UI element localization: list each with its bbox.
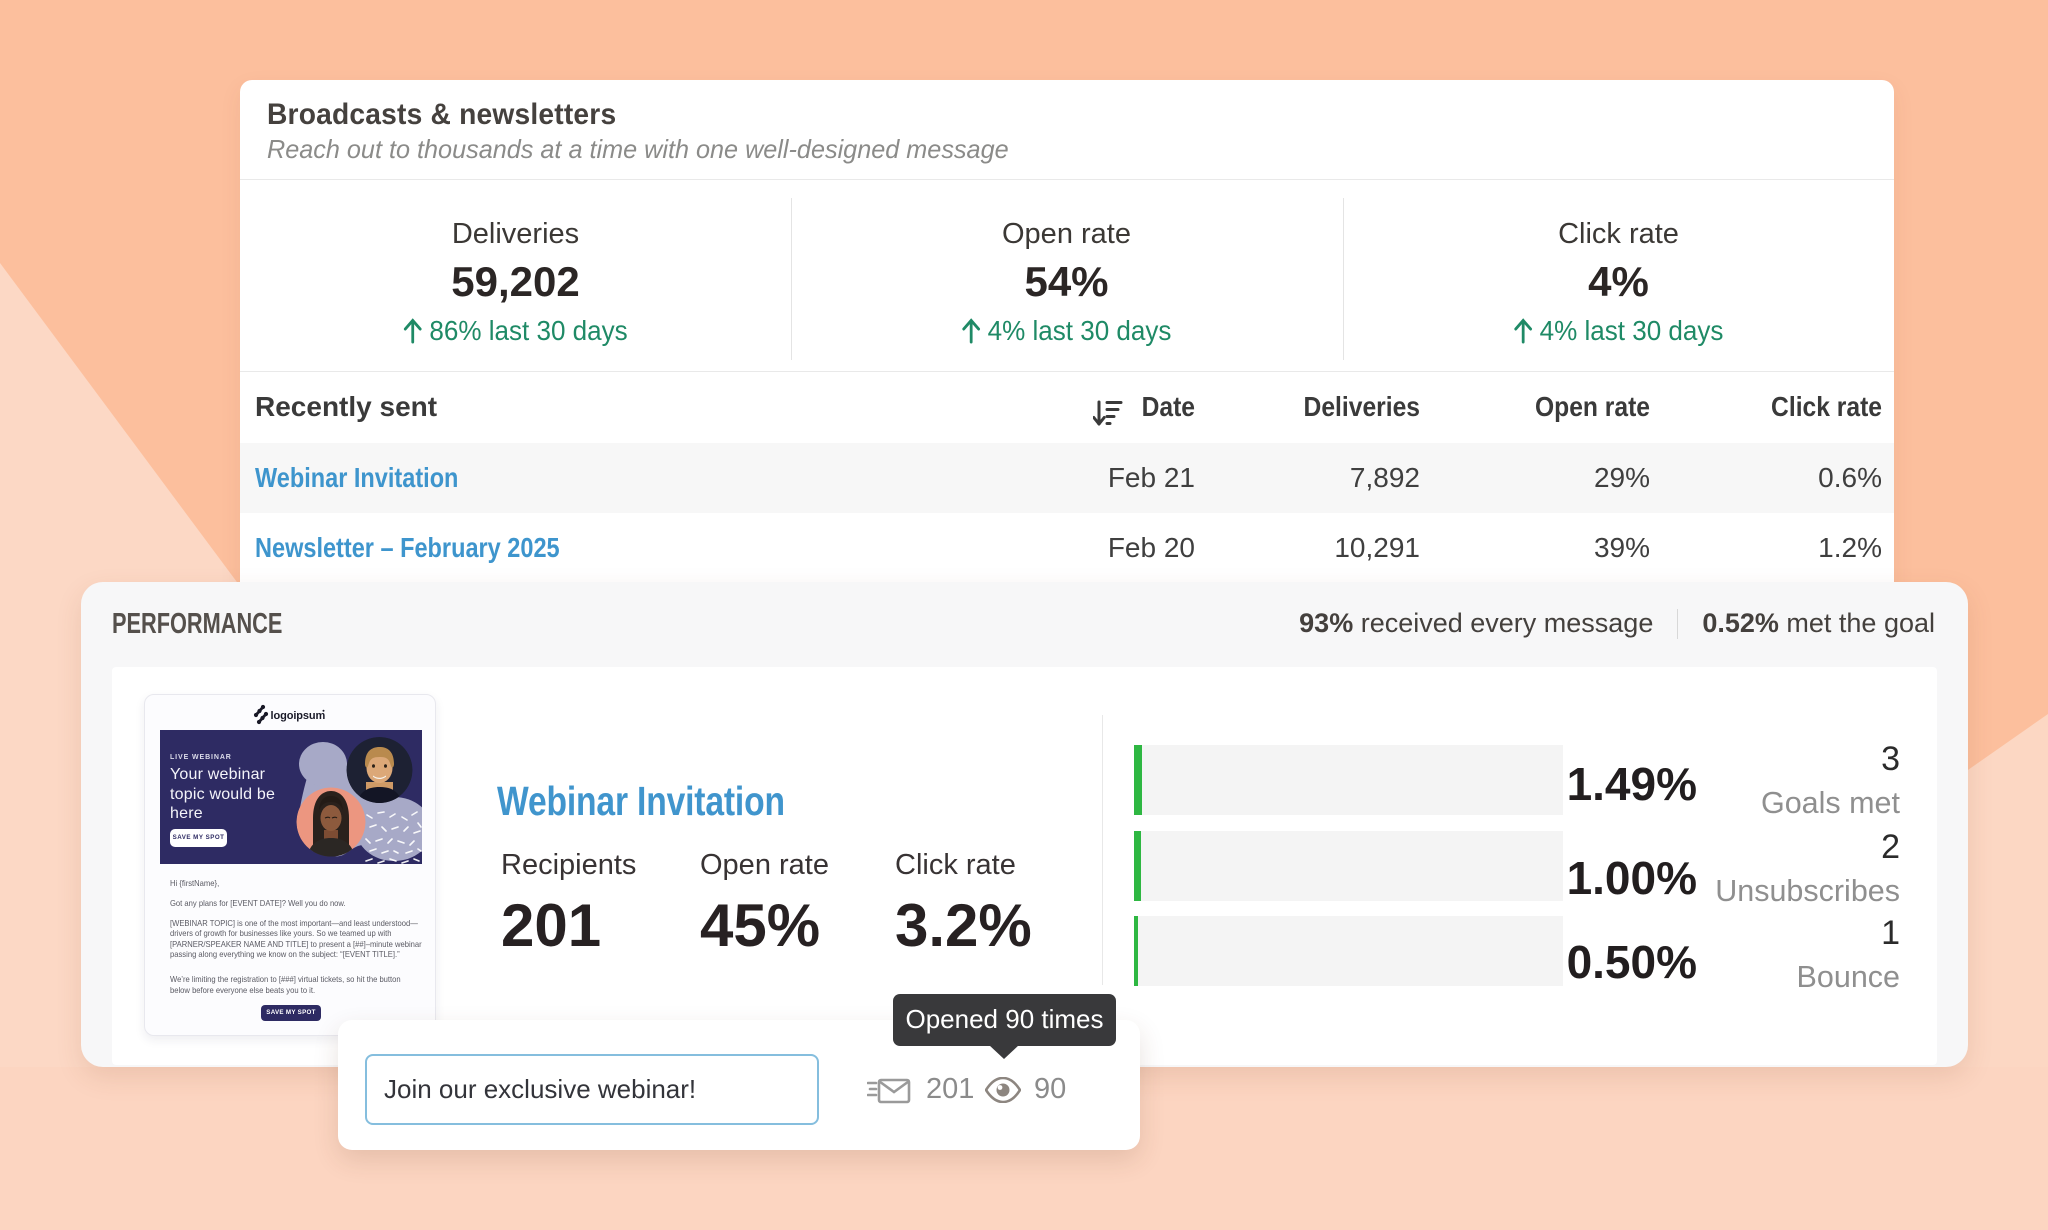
svg-text:logoipsum: logoipsum bbox=[271, 710, 326, 722]
